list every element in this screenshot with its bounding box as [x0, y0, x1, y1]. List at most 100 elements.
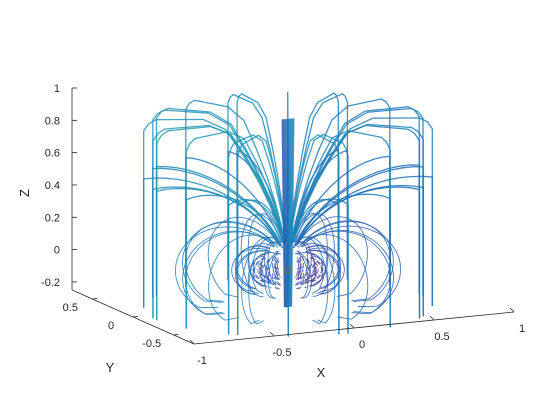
y-axis-label: Y — [106, 360, 115, 375]
z-tick-label: -0.2 — [41, 277, 60, 289]
streamline — [284, 119, 287, 308]
streamline — [274, 260, 281, 290]
streamline — [143, 177, 279, 308]
streamline — [208, 234, 279, 321]
streamline — [237, 199, 286, 335]
streamline — [185, 194, 282, 329]
streamline — [295, 267, 301, 286]
y-tick — [132, 316, 139, 318]
streamline — [289, 118, 292, 307]
streamline — [275, 267, 281, 286]
streamline — [301, 266, 310, 285]
z-tick-label: 0.2 — [45, 212, 60, 224]
x-axis-label: X — [317, 365, 326, 380]
streamline — [294, 253, 309, 299]
streamline — [305, 264, 317, 284]
streamline — [182, 221, 276, 303]
streamline — [309, 257, 324, 287]
streamline — [293, 236, 336, 324]
streamline — [274, 250, 281, 281]
streamline — [260, 260, 272, 281]
streamline — [152, 186, 280, 319]
streamline — [304, 259, 316, 281]
z-axis-label: Z — [17, 189, 32, 197]
streamline — [272, 260, 279, 290]
x-tick-label: -0.5 — [273, 347, 292, 359]
streamline — [282, 119, 286, 308]
x-tick — [269, 331, 275, 337]
streamline — [292, 212, 328, 294]
x-tick — [429, 315, 435, 321]
streamline — [306, 250, 340, 295]
z-ticks: -0.2 0 0.2 0.4 0.6 0.8 1 — [41, 83, 77, 289]
x-ticks: -1 -0.5 0 0.5 1 — [189, 307, 525, 367]
streamline — [291, 107, 424, 296]
streamline — [253, 257, 267, 287]
streamline — [296, 260, 302, 290]
x-tick — [189, 339, 195, 345]
streamline — [266, 266, 275, 285]
streamline — [156, 125, 285, 321]
streamline — [247, 252, 275, 298]
streamline — [305, 260, 317, 281]
y-tick-label: 0.5 — [63, 302, 78, 314]
z-tick-label: 1 — [54, 83, 60, 95]
y-tick — [92, 298, 98, 300]
streamline — [259, 264, 271, 284]
streamline — [227, 198, 285, 335]
streamline — [296, 252, 312, 299]
streamline — [302, 251, 329, 297]
streamline — [294, 267, 300, 286]
streamline — [297, 260, 305, 290]
streamline — [247, 213, 284, 295]
z-tick-label: 0.6 — [45, 148, 60, 160]
streamline — [285, 118, 288, 308]
streamline — [288, 118, 291, 307]
streamline — [259, 260, 271, 281]
x-tick — [509, 307, 515, 313]
z-tick-label: 0.8 — [45, 115, 60, 127]
streamline — [294, 193, 391, 328]
streamline — [297, 234, 369, 320]
streamline — [300, 230, 392, 315]
streamline — [185, 231, 276, 316]
streamline — [277, 267, 282, 286]
streamline — [306, 245, 342, 290]
streamline — [156, 187, 280, 321]
x-tick-label: 0 — [359, 339, 365, 351]
y-tick — [173, 334, 179, 336]
streamline — [260, 252, 272, 282]
origin-marker — [284, 266, 292, 274]
streamline — [309, 257, 323, 287]
streamline — [152, 124, 285, 319]
streamline — [271, 250, 279, 281]
streamline — [264, 253, 280, 299]
streamline — [290, 118, 294, 307]
streamline — [290, 198, 340, 335]
streamline — [297, 216, 368, 297]
x-tick-label: -1 — [197, 355, 207, 367]
streamline — [281, 119, 286, 308]
streamlines-group — [143, 91, 433, 337]
streamline — [304, 258, 316, 289]
x-tick — [349, 323, 355, 329]
streamline — [261, 259, 272, 289]
z-tick-label: 0 — [54, 245, 60, 257]
streamline — [304, 264, 316, 284]
streamline — [290, 118, 295, 307]
y-ticks: -0.5 0 0.5 — [63, 298, 179, 350]
streamline — [234, 245, 270, 290]
streamline — [260, 264, 272, 284]
streamline — [296, 186, 421, 319]
x-tick-label: 1 — [519, 323, 525, 335]
x-tick-label: 0.5 — [434, 331, 449, 343]
streamline — [252, 257, 267, 287]
streamline — [184, 221, 276, 302]
streamline — [295, 250, 302, 281]
streamline — [248, 236, 284, 325]
streamline — [207, 216, 279, 298]
axes-group: -0.200.20.40.60.81 -0.500.5 -1-0.500.51 … — [17, 83, 525, 380]
streamline — [300, 220, 391, 302]
